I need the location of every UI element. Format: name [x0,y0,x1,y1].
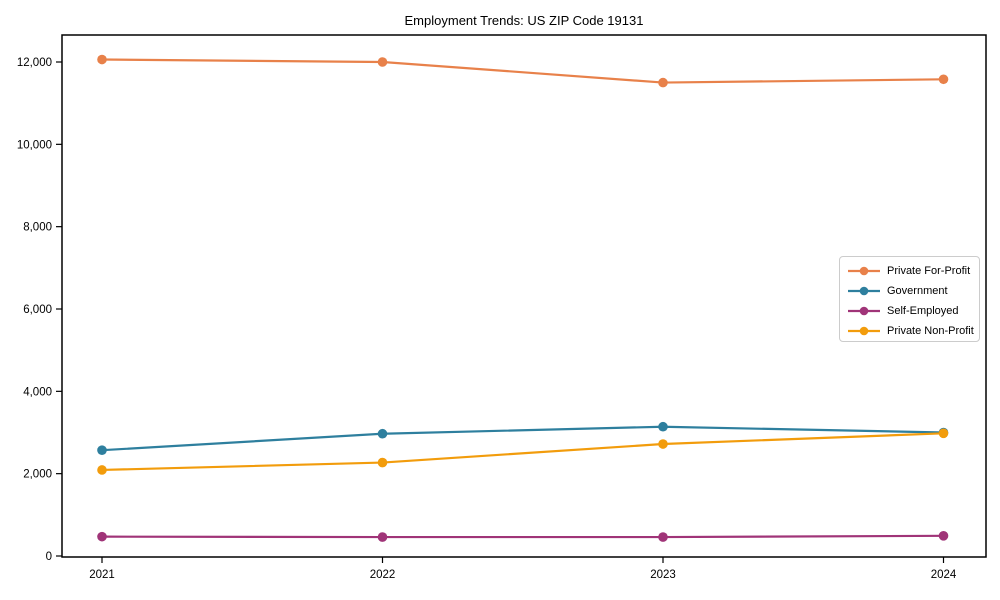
series-line-government [101,425,944,452]
x-tick-label: 2021 [89,569,115,581]
legend-label: Government [887,285,948,297]
y-tick-label: 8,000 [23,222,52,234]
legend-item-private-for-profit: Private For-Profit [847,261,979,281]
legend-marker-icon [848,286,880,296]
y-tick-label: 2,000 [23,469,52,481]
y-tick-label: 12,000 [17,57,52,69]
series-line-private-non-profit [101,432,944,472]
x-tick-label: 2023 [650,569,676,581]
data-point-private-non-profit [377,457,388,468]
chart-title: Employment Trends: US ZIP Code 19131 [405,13,644,28]
data-point-private-non-profit [658,439,668,449]
data-point-self-employed [658,532,668,542]
legend-label: Private For-Profit [887,265,971,277]
data-point-private-for-profit [658,77,668,88]
legend-label: Private Non-Profit [887,325,974,337]
data-point-government [658,421,668,432]
legend-marker-icon [848,306,880,316]
y-tick-label: 0 [46,551,52,563]
data-point-private-for-profit [97,54,107,65]
data-point-government [97,445,107,456]
x-tick-label: 2024 [931,569,957,581]
data-point-private-non-profit [938,428,949,439]
y-tick-label: 6,000 [23,304,52,316]
y-tick-label: 4,000 [23,386,52,398]
legend: Private For-Profit Government Self-Employe… [839,256,980,342]
legend-marker-icon [848,326,880,336]
x-tick-label: 2022 [370,569,396,581]
data-point-private-non-profit [97,465,107,475]
legend-marker-icon [848,266,880,276]
data-point-self-employed [377,532,388,542]
axes-spines [61,34,987,558]
data-point-private-for-profit [377,57,388,67]
series-line-self-employed [101,534,944,539]
legend-item-self-employed: Self-Employed [847,301,979,321]
y-tick-label: 10,000 [17,139,52,151]
data-point-self-employed [97,531,107,542]
legend-item-government: Government [847,281,979,301]
legend-label: Self-Employed [887,305,959,317]
series-line-private-for-profit [101,58,944,84]
data-point-self-employed [938,531,949,541]
data-point-private-for-profit [938,74,949,85]
data-point-government [377,428,388,439]
legend-item-private-non-profit: Private Non-Profit [847,321,979,341]
